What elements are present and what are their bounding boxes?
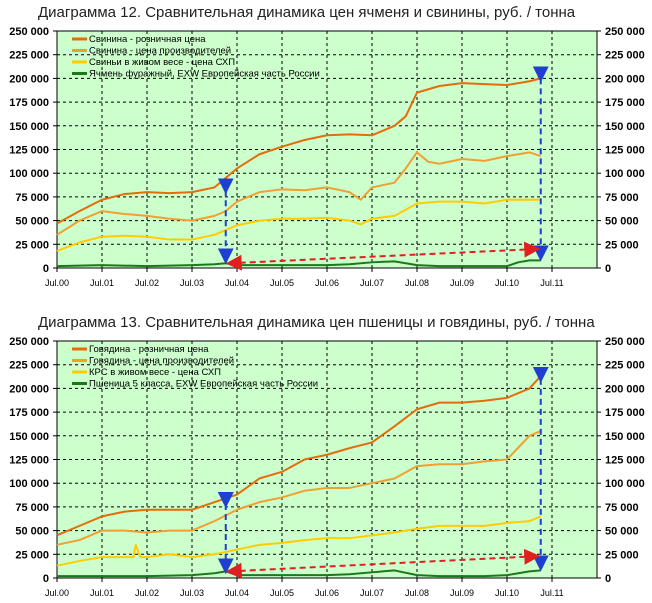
xtick-label: Jul.02 xyxy=(135,278,159,288)
ytick-label-right: 0 xyxy=(605,263,611,275)
xtick-label: Jul.08 xyxy=(405,588,429,598)
ytick-label-left: 75 000 xyxy=(15,192,49,204)
legend-entry: Свиньи в живом весе - цена СХП xyxy=(89,57,235,68)
ytick-label-right: 225 000 xyxy=(605,360,645,372)
series-line-1 xyxy=(56,430,542,546)
xtick-label: Jul.04 xyxy=(225,588,249,598)
xtick-label: Jul.08 xyxy=(405,278,429,288)
ytick-label-left: 125 000 xyxy=(9,455,49,467)
legend-entry: Пшеница 5 класса, EXW Европейская часть … xyxy=(89,379,318,390)
legend-entry: Свинина - розничная цена xyxy=(89,34,206,45)
ytick-label-right: 50 000 xyxy=(605,216,639,228)
xtick-label: Jul.11 xyxy=(540,588,563,598)
xtick-label: Jul.10 xyxy=(495,278,519,288)
ytick-label-right: 0 xyxy=(605,573,611,585)
ytick-label-right: 125 000 xyxy=(605,145,645,157)
ytick-label-left: 250 000 xyxy=(9,26,49,38)
series-line-1 xyxy=(56,151,542,236)
ytick-label-right: 125 000 xyxy=(605,455,645,467)
red-dashed-arrow xyxy=(225,241,541,271)
xtick-label: Jul.10 xyxy=(495,588,519,598)
ytick-label-right: 150 000 xyxy=(605,121,645,133)
xtick-label: Jul.01 xyxy=(90,278,114,288)
ytick-label-right: 225 000 xyxy=(605,50,645,62)
chart-12: Диаграмма 12. Сравнительная динамика цен… xyxy=(9,4,645,288)
xtick-label: Jul.11 xyxy=(540,278,563,288)
ytick-label-right: 200 000 xyxy=(605,383,645,395)
ytick-label-left: 75 000 xyxy=(15,502,49,514)
ytick-label-left: 225 000 xyxy=(9,50,49,62)
xtick-label: Jul.01 xyxy=(90,588,114,598)
series-line-2 xyxy=(56,198,541,252)
ytick-label-right: 150 000 xyxy=(605,431,645,443)
ytick-label-left: 100 000 xyxy=(9,168,49,180)
xtick-label: Jul.09 xyxy=(450,278,474,288)
ytick-label-right: 75 000 xyxy=(605,502,639,514)
ytick-label-right: 25 000 xyxy=(605,239,639,251)
ytick-label-right: 100 000 xyxy=(605,168,645,180)
ytick-label-left: 50 000 xyxy=(15,216,49,228)
xtick-label: Jul.06 xyxy=(315,278,339,288)
ytick-label-right: 50 000 xyxy=(605,526,639,538)
ytick-label-left: 150 000 xyxy=(9,121,49,133)
xtick-label: Jul.05 xyxy=(270,278,294,288)
ytick-label-right: 100 000 xyxy=(605,478,645,490)
chart-title: Диаграмма 12. Сравнительная динамика цен… xyxy=(38,4,576,21)
ytick-label-left: 225 000 xyxy=(9,360,49,372)
chart-title: Диаграмма 13. Сравнительная динамика цен… xyxy=(38,314,595,331)
legend-entry: Говядина - розничная цена xyxy=(89,344,209,355)
ytick-label-left: 50 000 xyxy=(15,526,49,538)
xtick-label: Jul.09 xyxy=(450,588,474,598)
ytick-label-left: 25 000 xyxy=(15,549,49,561)
legend-entry: КРС в живом весе - цена СХП xyxy=(89,367,221,378)
ytick-label-right: 25 000 xyxy=(605,549,639,561)
series-line-0 xyxy=(56,77,541,225)
ytick-label-right: 175 000 xyxy=(605,97,645,109)
ytick-label-left: 25 000 xyxy=(15,239,49,251)
legend-entry: Говядина - цена производителей xyxy=(89,356,234,367)
ytick-label-right: 250 000 xyxy=(605,336,645,348)
xtick-label: Jul.00 xyxy=(45,278,69,288)
series-line-0 xyxy=(56,375,542,537)
ytick-label-left: 250 000 xyxy=(9,336,49,348)
ytick-label-left: 0 xyxy=(43,573,49,585)
red-dashed-arrow xyxy=(225,548,541,579)
xtick-label: Jul.04 xyxy=(225,278,249,288)
chart-13: Диаграмма 13. Сравнительная динамика цен… xyxy=(9,314,645,598)
legend-entry: Ячмень фуражный, EXW Европейская часть Р… xyxy=(89,69,320,80)
xtick-label: Jul.03 xyxy=(180,588,204,598)
ytick-label-left: 125 000 xyxy=(9,145,49,157)
ytick-label-left: 150 000 xyxy=(9,431,49,443)
xtick-label: Jul.07 xyxy=(360,278,384,288)
ytick-label-right: 200 000 xyxy=(605,73,645,85)
ytick-label-right: 75 000 xyxy=(605,192,639,204)
ytick-label-left: 0 xyxy=(43,263,49,275)
ytick-label-left: 200 000 xyxy=(9,73,49,85)
ytick-label-left: 175 000 xyxy=(9,97,49,109)
xtick-label: Jul.02 xyxy=(135,588,159,598)
xtick-label: Jul.03 xyxy=(180,278,204,288)
series-line-2 xyxy=(56,515,542,567)
legend-entry: Свинина - цена производителей xyxy=(89,46,231,57)
xtick-label: Jul.00 xyxy=(45,588,69,598)
xtick-label: Jul.05 xyxy=(270,588,294,598)
xtick-label: Jul.06 xyxy=(315,588,339,598)
ytick-label-left: 100 000 xyxy=(9,478,49,490)
ytick-label-left: 200 000 xyxy=(9,383,49,395)
ytick-label-right: 175 000 xyxy=(605,407,645,419)
ytick-label-right: 250 000 xyxy=(605,26,645,38)
xtick-label: Jul.07 xyxy=(360,588,384,598)
ytick-label-left: 175 000 xyxy=(9,407,49,419)
